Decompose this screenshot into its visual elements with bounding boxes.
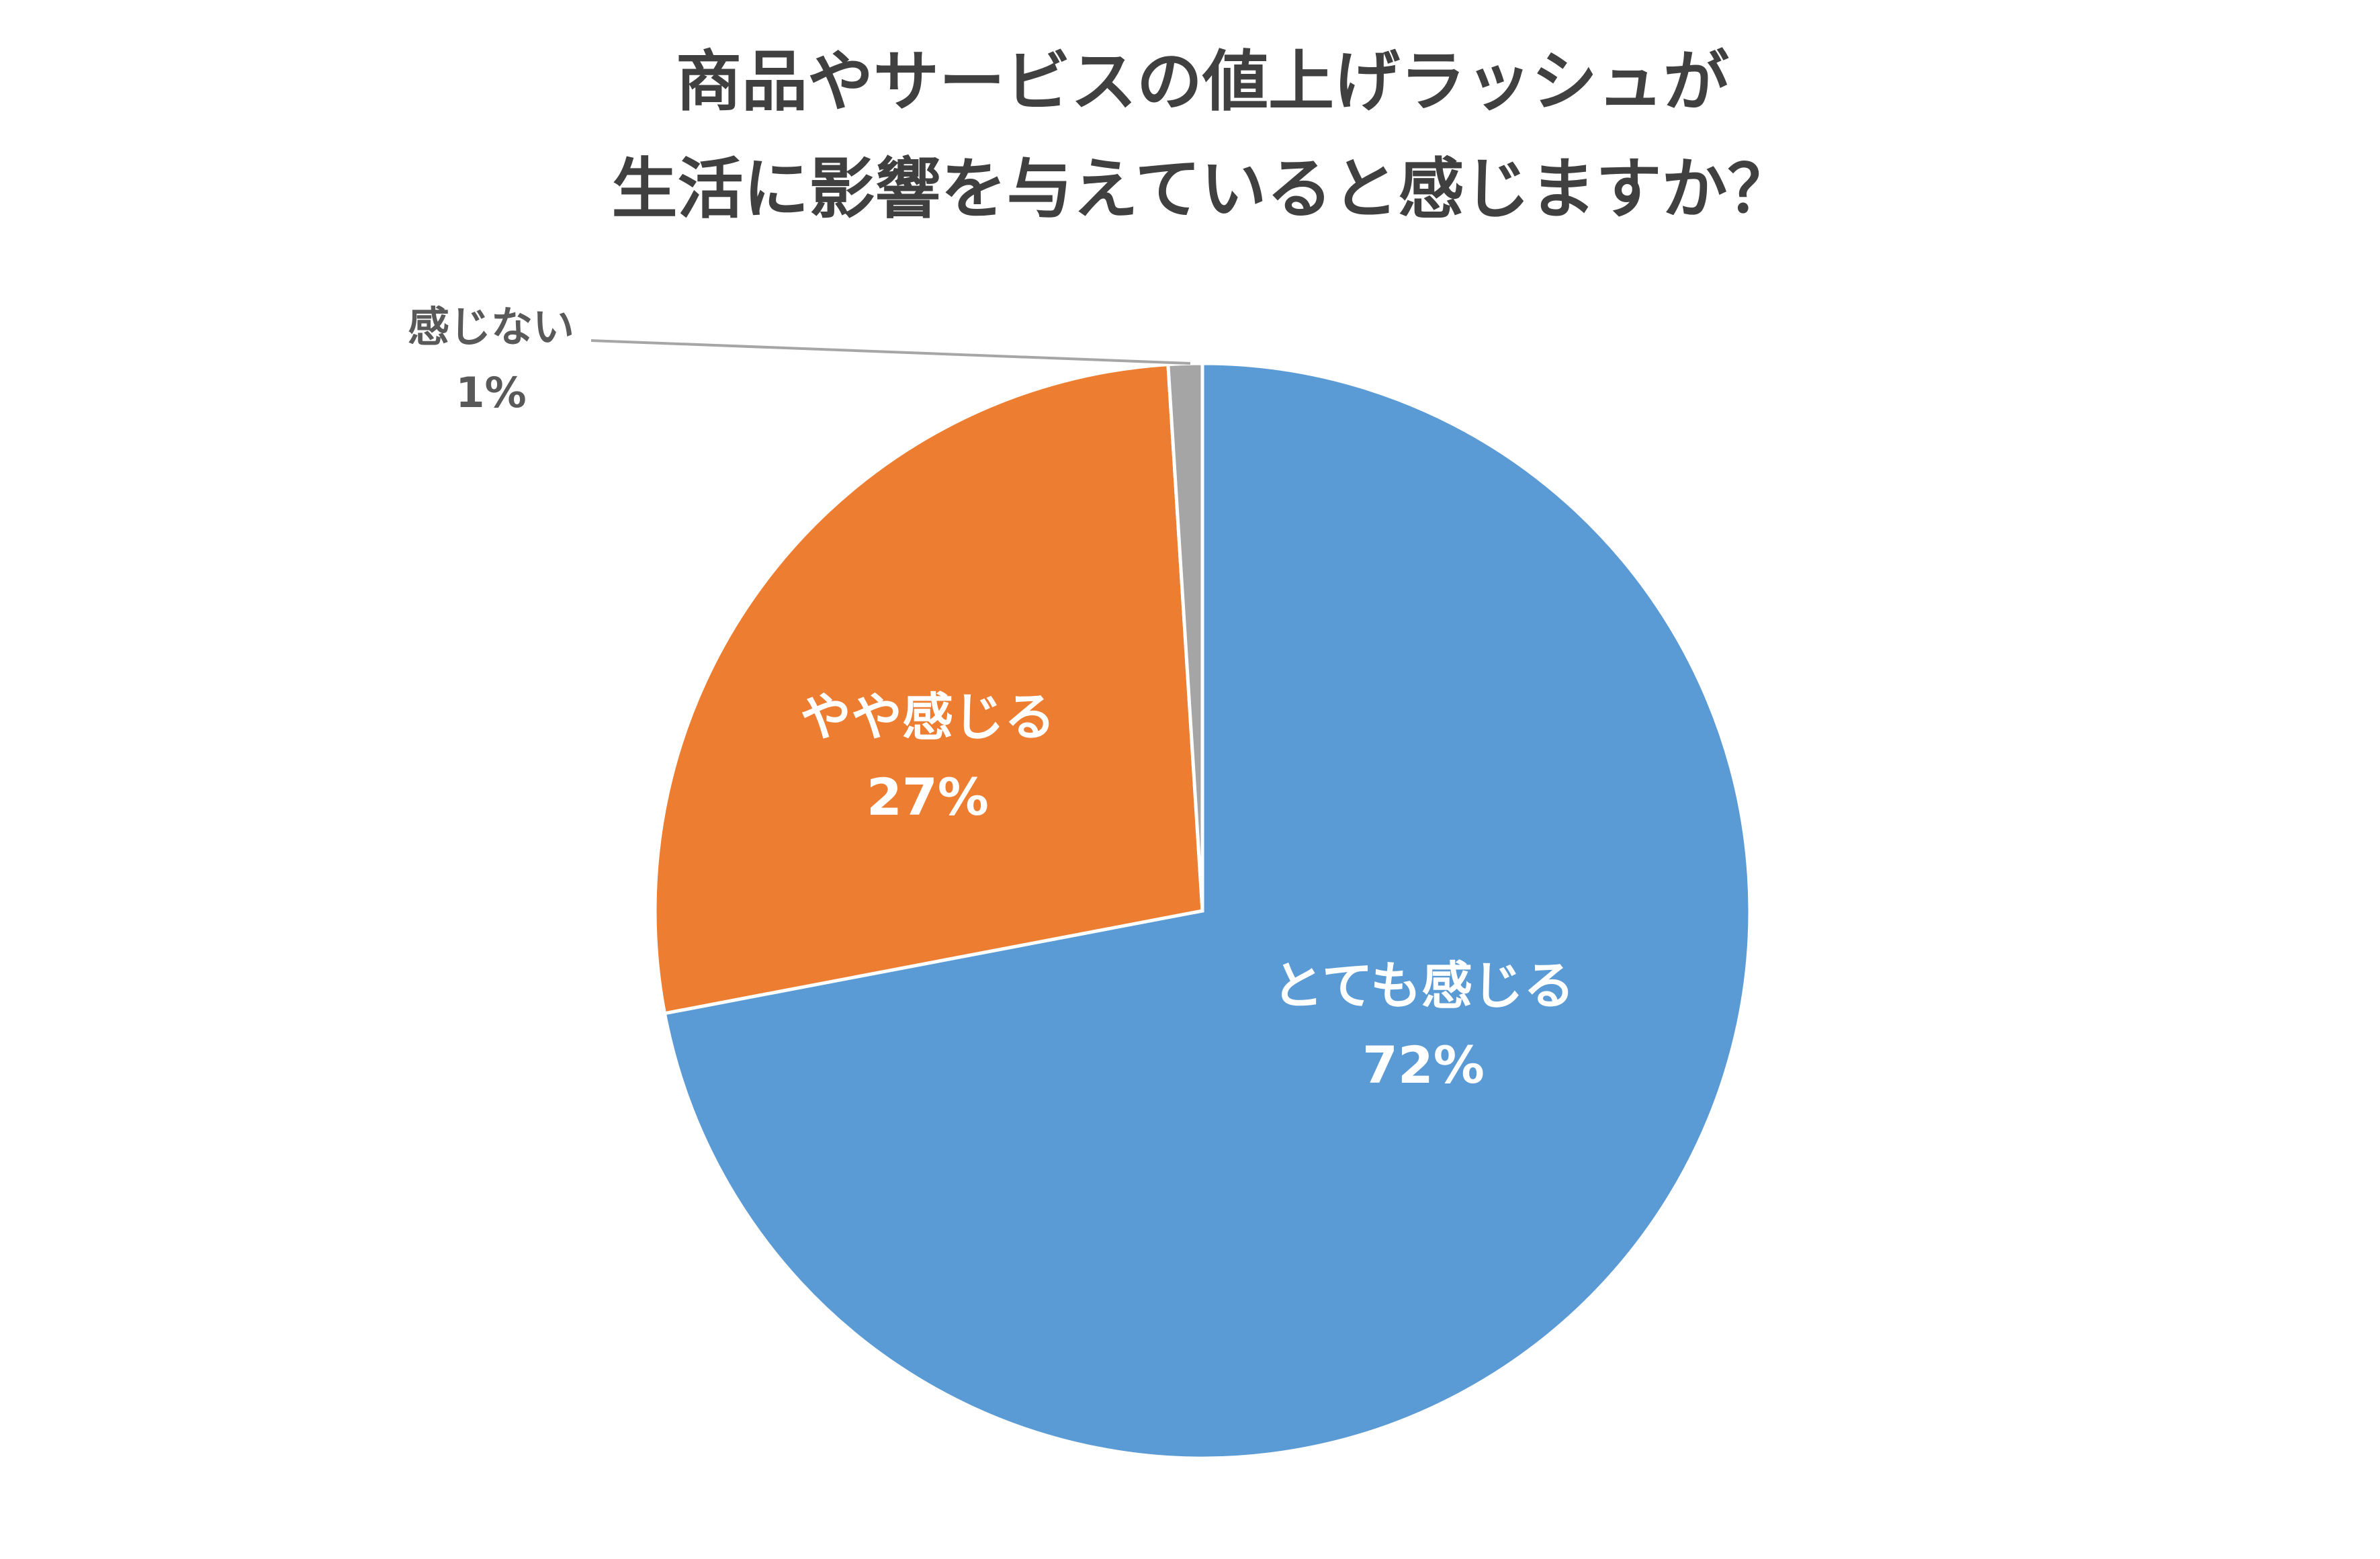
data-label: 1% xyxy=(455,368,526,417)
data-label-name: とても感じる xyxy=(1272,956,1575,1016)
data-label: 72% xyxy=(1362,1035,1485,1095)
leader-line xyxy=(590,339,1191,365)
data-label: 27% xyxy=(867,767,989,827)
data-label-name: 感じない xyxy=(408,302,574,351)
chart-title: 生活に影響を与えていると感じますか？ xyxy=(611,151,1793,228)
pie-slice xyxy=(662,361,1752,1460)
pie-slice xyxy=(653,362,1204,1016)
chart-title: 商品やサービスの値上げラッシュが xyxy=(676,44,1729,120)
data-label-name: やや感じる xyxy=(800,687,1055,747)
